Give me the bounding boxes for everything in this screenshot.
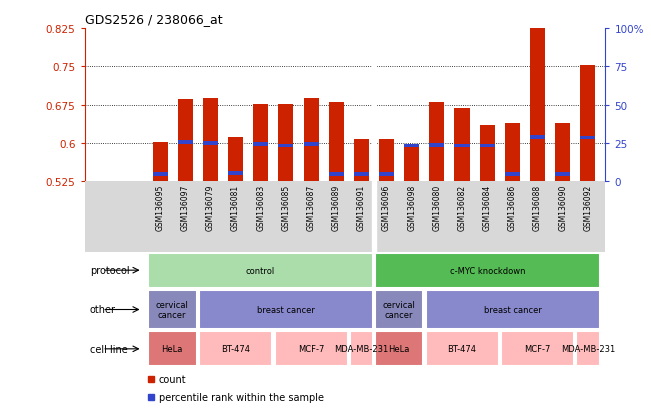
Bar [480,145,495,148]
Text: breast cancer: breast cancer [484,305,542,314]
Bar [148,290,197,329]
Bar [530,136,545,140]
Bar [203,142,218,145]
Text: GSM136079: GSM136079 [206,185,215,231]
Bar [372,29,376,182]
Text: HeLa: HeLa [161,344,183,354]
Text: GSM136082: GSM136082 [458,185,467,230]
Text: GDS2526 / 238066_at: GDS2526 / 238066_at [85,13,222,26]
Text: GSM136088: GSM136088 [533,185,542,230]
Bar [379,140,394,182]
Text: GSM136085: GSM136085 [281,185,290,231]
Text: GSM136084: GSM136084 [482,185,492,231]
Bar [228,171,243,175]
Text: cervical
cancer: cervical cancer [383,300,415,319]
Text: GSM136096: GSM136096 [382,185,391,231]
Bar [375,332,423,366]
Bar [505,124,520,182]
Bar [580,136,596,140]
Bar [426,290,600,329]
Text: GSM136083: GSM136083 [256,185,265,231]
Bar [404,146,419,182]
Bar [253,105,268,182]
Text: GSM136089: GSM136089 [332,185,340,231]
Bar [454,108,469,182]
Text: MCF-7: MCF-7 [298,344,324,354]
Bar [379,173,394,176]
Bar [303,143,318,147]
Bar [375,253,600,288]
Text: MCF-7: MCF-7 [524,344,551,354]
Bar [329,173,344,176]
Bar [253,143,268,147]
Bar [279,105,294,182]
Bar [178,100,193,182]
Bar [375,290,423,329]
Text: GSM136080: GSM136080 [432,185,441,231]
Text: GSM136098: GSM136098 [408,185,416,231]
Text: GSM136097: GSM136097 [181,185,190,231]
Bar [429,144,445,147]
Bar [275,332,348,366]
Text: control: control [245,266,275,275]
Bar [454,145,469,148]
Text: BT-474: BT-474 [447,344,477,354]
Text: BT-474: BT-474 [221,344,250,354]
Text: MDA-MB-231: MDA-MB-231 [561,344,616,354]
Text: cervical
cancer: cervical cancer [156,300,189,319]
Text: GSM136081: GSM136081 [231,185,240,230]
Text: count: count [159,374,186,384]
Bar [530,29,545,182]
Bar [372,182,376,252]
Text: GSM136095: GSM136095 [156,185,165,231]
Bar [354,140,369,182]
Text: GSM136092: GSM136092 [583,185,592,231]
Text: GSM136091: GSM136091 [357,185,366,231]
Bar [152,173,168,177]
Bar [329,102,344,182]
Text: cell line: cell line [90,344,128,354]
Bar [429,102,445,182]
Bar [152,143,168,182]
Bar [203,99,218,182]
Text: percentile rank within the sample: percentile rank within the sample [159,392,324,402]
Text: GSM136087: GSM136087 [307,185,316,231]
Bar [228,138,243,182]
Bar [480,126,495,182]
Text: HeLa: HeLa [389,344,410,354]
Bar [350,332,373,366]
Text: breast cancer: breast cancer [257,305,315,314]
Bar [505,173,520,176]
Text: GSM136086: GSM136086 [508,185,517,231]
Bar [426,332,499,366]
Bar [148,332,197,366]
Text: MDA-MB-231: MDA-MB-231 [334,344,389,354]
Bar [404,145,419,148]
Bar [580,66,596,182]
Text: other: other [90,305,116,315]
Bar [199,332,272,366]
Bar [199,290,373,329]
Bar [279,145,294,148]
Text: c-MYC knockdown: c-MYC knockdown [450,266,525,275]
Text: GSM136090: GSM136090 [558,185,567,231]
Bar [354,173,369,176]
Bar [148,253,373,288]
Bar [501,332,574,366]
Bar [178,141,193,145]
Bar [303,99,318,182]
Text: protocol: protocol [90,266,130,275]
Bar [577,332,600,366]
Bar [555,124,570,182]
Bar [555,173,570,176]
